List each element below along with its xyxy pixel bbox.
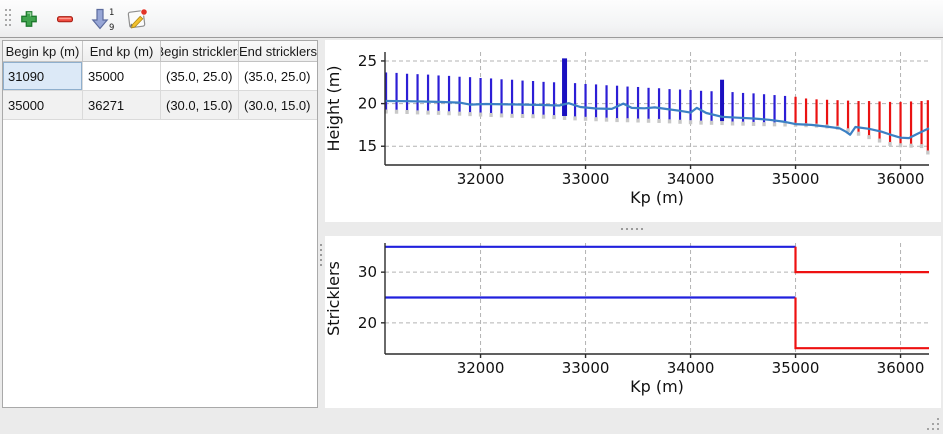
section-bars (384, 58, 929, 151)
resize-grip-icon[interactable] (925, 416, 939, 430)
svg-text:33000: 33000 (562, 170, 610, 188)
horizontal-splitter[interactable] (325, 222, 941, 236)
column-header-begin-stricklers[interactable]: Begin stricklers (161, 41, 239, 61)
add-row-button[interactable] (15, 5, 43, 33)
table-body: 31090 35000 (35.0, 25.0) (35.0, 25.0) 35000 3… (3, 62, 317, 120)
edit-icon (127, 8, 148, 29)
column-header-begin-kp[interactable]: Begin kp (m) (3, 41, 83, 61)
stricklers-chart-panel[interactable]: 32000 33000 34000 35000 36000 20 30 Kp (m) Stric… (325, 236, 941, 408)
svg-text:32000: 32000 (457, 170, 505, 188)
svg-text:25: 25 (358, 52, 377, 70)
table-header-row: Begin kp (m) End kp (m) Begin stricklers… (3, 41, 317, 62)
table-row[interactable]: 35000 36271 (30.0, 15.0) (30.0, 15.0) (3, 91, 317, 120)
table-row[interactable]: 31090 35000 (35.0, 25.0) (35.0, 25.0) (3, 62, 317, 91)
height-profile-chart[interactable]: 32000 33000 34000 35000 36000 15 20 25 Kp (m) Hei… (325, 40, 941, 222)
column-header-end-stricklers[interactable]: End stricklers (239, 43, 317, 59)
strickler-major-red (794, 246, 929, 274)
vertical-splitter[interactable] (318, 40, 325, 408)
add-icon (21, 11, 37, 27)
svg-text:33000: 33000 (562, 359, 610, 377)
splitter-grip-icon (621, 228, 623, 230)
axes: 32000 33000 34000 35000 36000 20 30 Kp (m) Stric… (325, 243, 929, 396)
column-header-end-kp[interactable]: End kp (m) (83, 41, 161, 61)
water-level-line (384, 99, 930, 140)
table-cell[interactable]: 36271 (83, 91, 161, 119)
y-axis-label: Stricklers (325, 261, 343, 336)
y-axis-label: Height (m) (325, 65, 343, 151)
table-cell[interactable]: (35.0, 25.0) (244, 68, 311, 84)
svg-text:36000: 36000 (877, 170, 925, 188)
sort-ascending-icon: 1 9 (91, 8, 114, 31)
svg-text:35000: 35000 (772, 170, 820, 188)
svg-text:30: 30 (358, 263, 377, 281)
svg-text:32000: 32000 (457, 359, 505, 377)
table-cell[interactable]: (35.0, 25.0) (161, 62, 239, 90)
height-chart-panel[interactable]: 32000 33000 34000 35000 36000 15 20 25 Kp (m) Hei… (325, 40, 941, 222)
table-cell[interactable]: 35000 (83, 62, 161, 90)
table-cell[interactable]: (30.0, 15.0) (244, 97, 311, 113)
svg-text:9: 9 (109, 23, 114, 31)
svg-text:36000: 36000 (877, 359, 925, 377)
svg-text:34000: 34000 (667, 170, 715, 188)
svg-text:35000: 35000 (772, 359, 820, 377)
toolbar: 1 9 (0, 0, 943, 38)
table-cell[interactable]: (30.0, 15.0) (161, 91, 239, 119)
stricklers-step-chart[interactable]: 32000 33000 34000 35000 36000 20 30 Kp (m) Stric… (325, 236, 941, 408)
axes: 32000 33000 34000 35000 36000 15 20 25 Kp (m) Hei… (325, 52, 929, 207)
splitter-grip-icon (320, 244, 322, 246)
status-bar (0, 408, 943, 434)
svg-text:1: 1 (109, 8, 114, 18)
remove-icon (57, 16, 73, 23)
edit-button[interactable] (123, 5, 151, 33)
strickler-minor-red (794, 297, 929, 350)
toolbar-drag-handle[interactable] (5, 9, 11, 29)
sort-button[interactable]: 1 9 (89, 5, 117, 33)
svg-text:20: 20 (358, 314, 377, 332)
table-cell[interactable]: 31090 (3, 62, 83, 90)
svg-text:20: 20 (358, 95, 377, 113)
svg-text:15: 15 (358, 137, 377, 155)
table-cell[interactable]: 35000 (3, 91, 83, 119)
remove-row-button[interactable] (51, 5, 79, 33)
reach-table: Begin kp (m) End kp (m) Begin stricklers… (2, 40, 318, 408)
x-axis-label: Kp (m) (630, 377, 684, 396)
x-axis-label: Kp (m) (630, 188, 684, 207)
svg-text:34000: 34000 (667, 359, 715, 377)
